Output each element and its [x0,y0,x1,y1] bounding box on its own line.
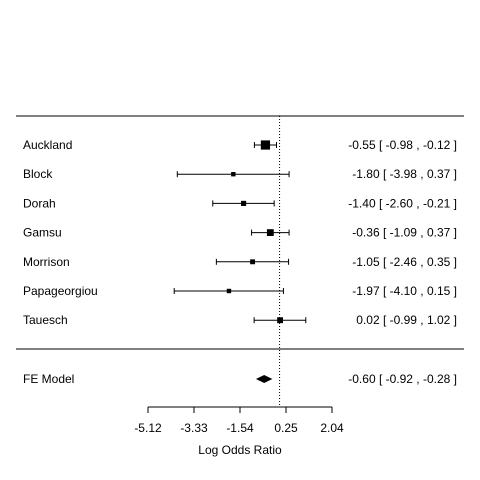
estimate-label: -1.05 [ -2.46 , 0.35 ] [352,255,457,269]
study-row: Auckland -0.55 [ -0.98 , -0.12 ] [23,138,457,152]
study-row: Papageorgiou -1.97 [ -4.10 , 0.15 ] [23,284,457,298]
study-row: Gamsu -0.36 [ -1.09 , 0.37 ] [23,226,457,240]
x-tick-label: -3.33 [180,421,208,435]
estimate-label: -1.40 [ -2.60 , -0.21 ] [348,196,457,210]
x-tick-label: -5.12 [134,421,162,435]
estimate-label: -1.97 [ -4.10 , 0.15 ] [352,284,457,298]
point-estimate [266,229,274,236]
study-row: Tauesch 0.02 [ -0.99 , 1.02 ] [23,313,457,327]
summary-diamond [255,375,273,383]
estimate-label: -0.55 [ -0.98 , -0.12 ] [348,138,457,152]
estimate-label: -1.80 [ -3.98 , 0.37 ] [352,167,457,181]
x-tick-label: 2.04 [320,421,344,435]
study-name: Papageorgiou [23,284,98,298]
x-tick-label: -1.54 [226,421,254,435]
study-row: Block -1.80 [ -3.98 , 0.37 ] [23,167,457,181]
summary-label: -0.60 [ -0.92 , -0.28 ] [348,372,457,386]
point-estimate [260,140,271,150]
point-estimate [277,317,284,324]
estimate-label: 0.02 [ -0.99 , 1.02 ] [356,313,457,327]
study-row: Dorah -1.40 [ -2.60 , -0.21 ] [23,196,457,210]
study-name: Tauesch [23,313,68,327]
study-name: Dorah [23,196,56,210]
study-name: Gamsu [23,226,62,240]
point-estimate [231,172,236,177]
estimate-label: -0.36 [ -1.09 , 0.37 ] [352,226,457,240]
study-name: Block [23,167,53,181]
x-axis-title: Log Odds Ratio [198,443,282,457]
study-row: Morrison -1.05 [ -2.46 , 0.35 ] [23,255,457,269]
study-name: Morrison [23,255,70,269]
summary-name: FE Model [23,372,74,386]
point-estimate [241,200,247,206]
point-estimate [250,259,256,265]
point-estimate [226,288,232,294]
x-tick-label: 0.25 [274,421,298,435]
study-name: Auckland [23,138,72,152]
